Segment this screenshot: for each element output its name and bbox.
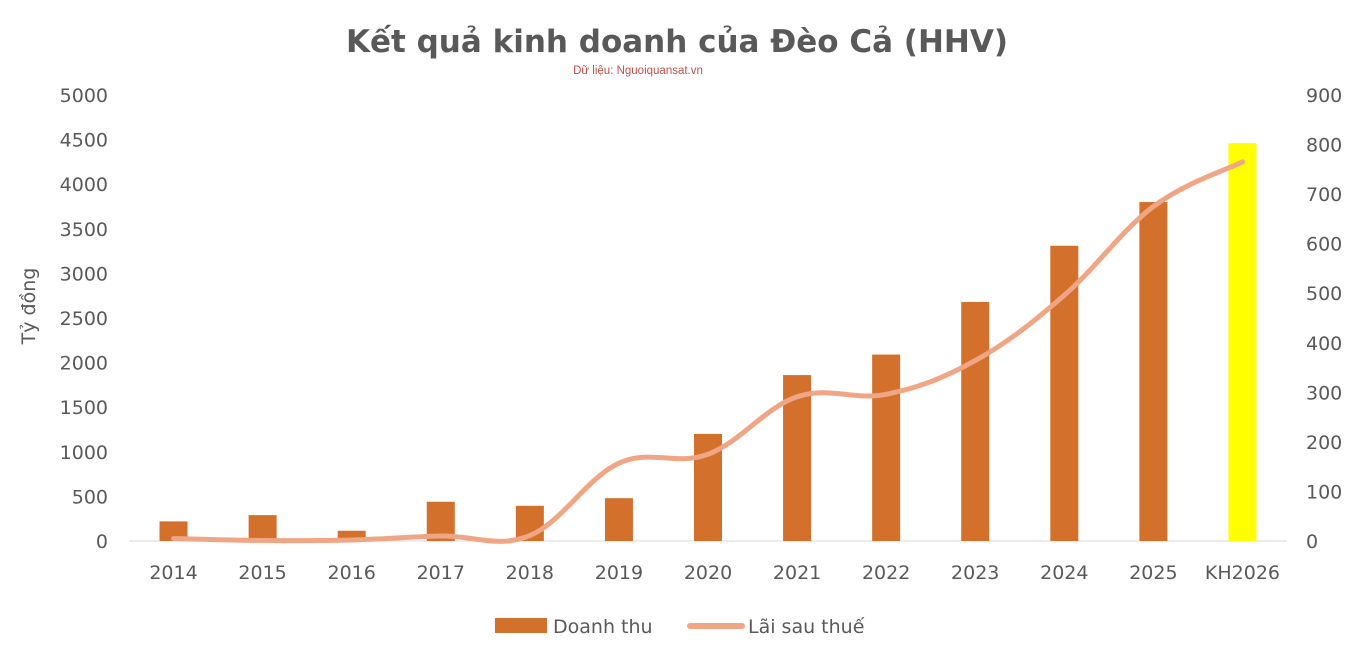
bar-doanh-thu-2024 [1050, 245, 1079, 542]
y-tick-label: 3000 [60, 263, 108, 285]
x-tick-label: 2014 [149, 562, 197, 584]
x-tick-label: 2024 [1040, 562, 1088, 584]
bar-doanh-thu-2014 [159, 521, 188, 541]
y2-tick-label: 400 [1306, 333, 1342, 355]
chart-title: Kết quả kinh doanh của Đèo Cả (HHV) [346, 24, 1008, 60]
x-tick-label: 2022 [862, 562, 910, 584]
y2-tick-label: 0 [1306, 531, 1318, 553]
y2-tick-label: 700 [1306, 184, 1342, 206]
bar-doanh-thu-2015 [248, 515, 277, 541]
legend: Doanh thu Lãi sau thuế [495, 616, 865, 638]
x-tick-label: 2020 [684, 562, 732, 584]
bar-doanh-thu-2025 [1139, 202, 1168, 542]
y-tick-label: 0 [96, 531, 108, 553]
legend-label-doanh-thu: Doanh thu [553, 616, 653, 638]
x-tick-label: 2017 [417, 562, 465, 584]
x-tick-label: 2018 [506, 562, 554, 584]
y-axis-title: Tỷ đồng [18, 268, 40, 346]
y2-tick-label: 600 [1306, 234, 1342, 256]
x-tick-label: 2015 [238, 562, 286, 584]
y-axis-right: 0 100 200 300 400 500 600 700 800 900 [1306, 85, 1342, 553]
y-tick-label: 500 [72, 486, 108, 508]
x-tick-label: 2023 [951, 562, 999, 584]
chart-subtitle: Dữ liệu: Nguoiquansat.vn [573, 65, 703, 77]
line-lai-sau-thue [171, 159, 1245, 544]
y-tick-label: 3500 [60, 219, 108, 241]
x-tick-label: 2019 [595, 562, 643, 584]
legend-label-lai-sau-thue: Lãi sau thuế [748, 616, 865, 638]
x-tick-label: 2021 [773, 562, 821, 584]
y-axis-left: 0 500 1000 1500 2000 2500 3000 3500 4000 4500 5000 [60, 85, 108, 553]
y-tick-label: 4500 [60, 130, 108, 152]
y-tick-label: 1000 [60, 442, 108, 464]
y2-tick-label: 900 [1306, 85, 1342, 107]
y-tick-label: 5000 [60, 85, 108, 107]
bar-doanh-thu-2022 [872, 354, 901, 541]
y2-tick-label: 100 [1306, 481, 1342, 503]
y-tick-label: 2000 [60, 353, 108, 375]
x-axis: 2014 2015 2016 2017 2018 2019 2020 2021 2022 2023… [149, 562, 1280, 584]
y-tick-label: 1500 [60, 397, 108, 419]
y-tick-label: 4000 [60, 174, 108, 196]
x-tick-label: 2025 [1129, 562, 1177, 584]
line-series [171, 159, 1245, 544]
bar-doanh-thu-kh2026 [1228, 143, 1257, 541]
bar-doanh-thu-2016 [337, 530, 366, 541]
y2-tick-label: 500 [1306, 283, 1342, 305]
bar-series [159, 143, 1257, 542]
x-tick-label: KH2026 [1205, 562, 1280, 584]
legend-swatch-doanh-thu [495, 618, 547, 633]
y-tick-label: 2500 [60, 308, 108, 330]
y2-tick-label: 800 [1306, 135, 1342, 157]
bar-doanh-thu-2023 [961, 301, 990, 541]
x-tick-label: 2016 [328, 562, 376, 584]
bar-doanh-thu-2019 [604, 498, 633, 541]
y2-tick-label: 200 [1306, 432, 1342, 454]
y2-tick-label: 300 [1306, 382, 1342, 404]
